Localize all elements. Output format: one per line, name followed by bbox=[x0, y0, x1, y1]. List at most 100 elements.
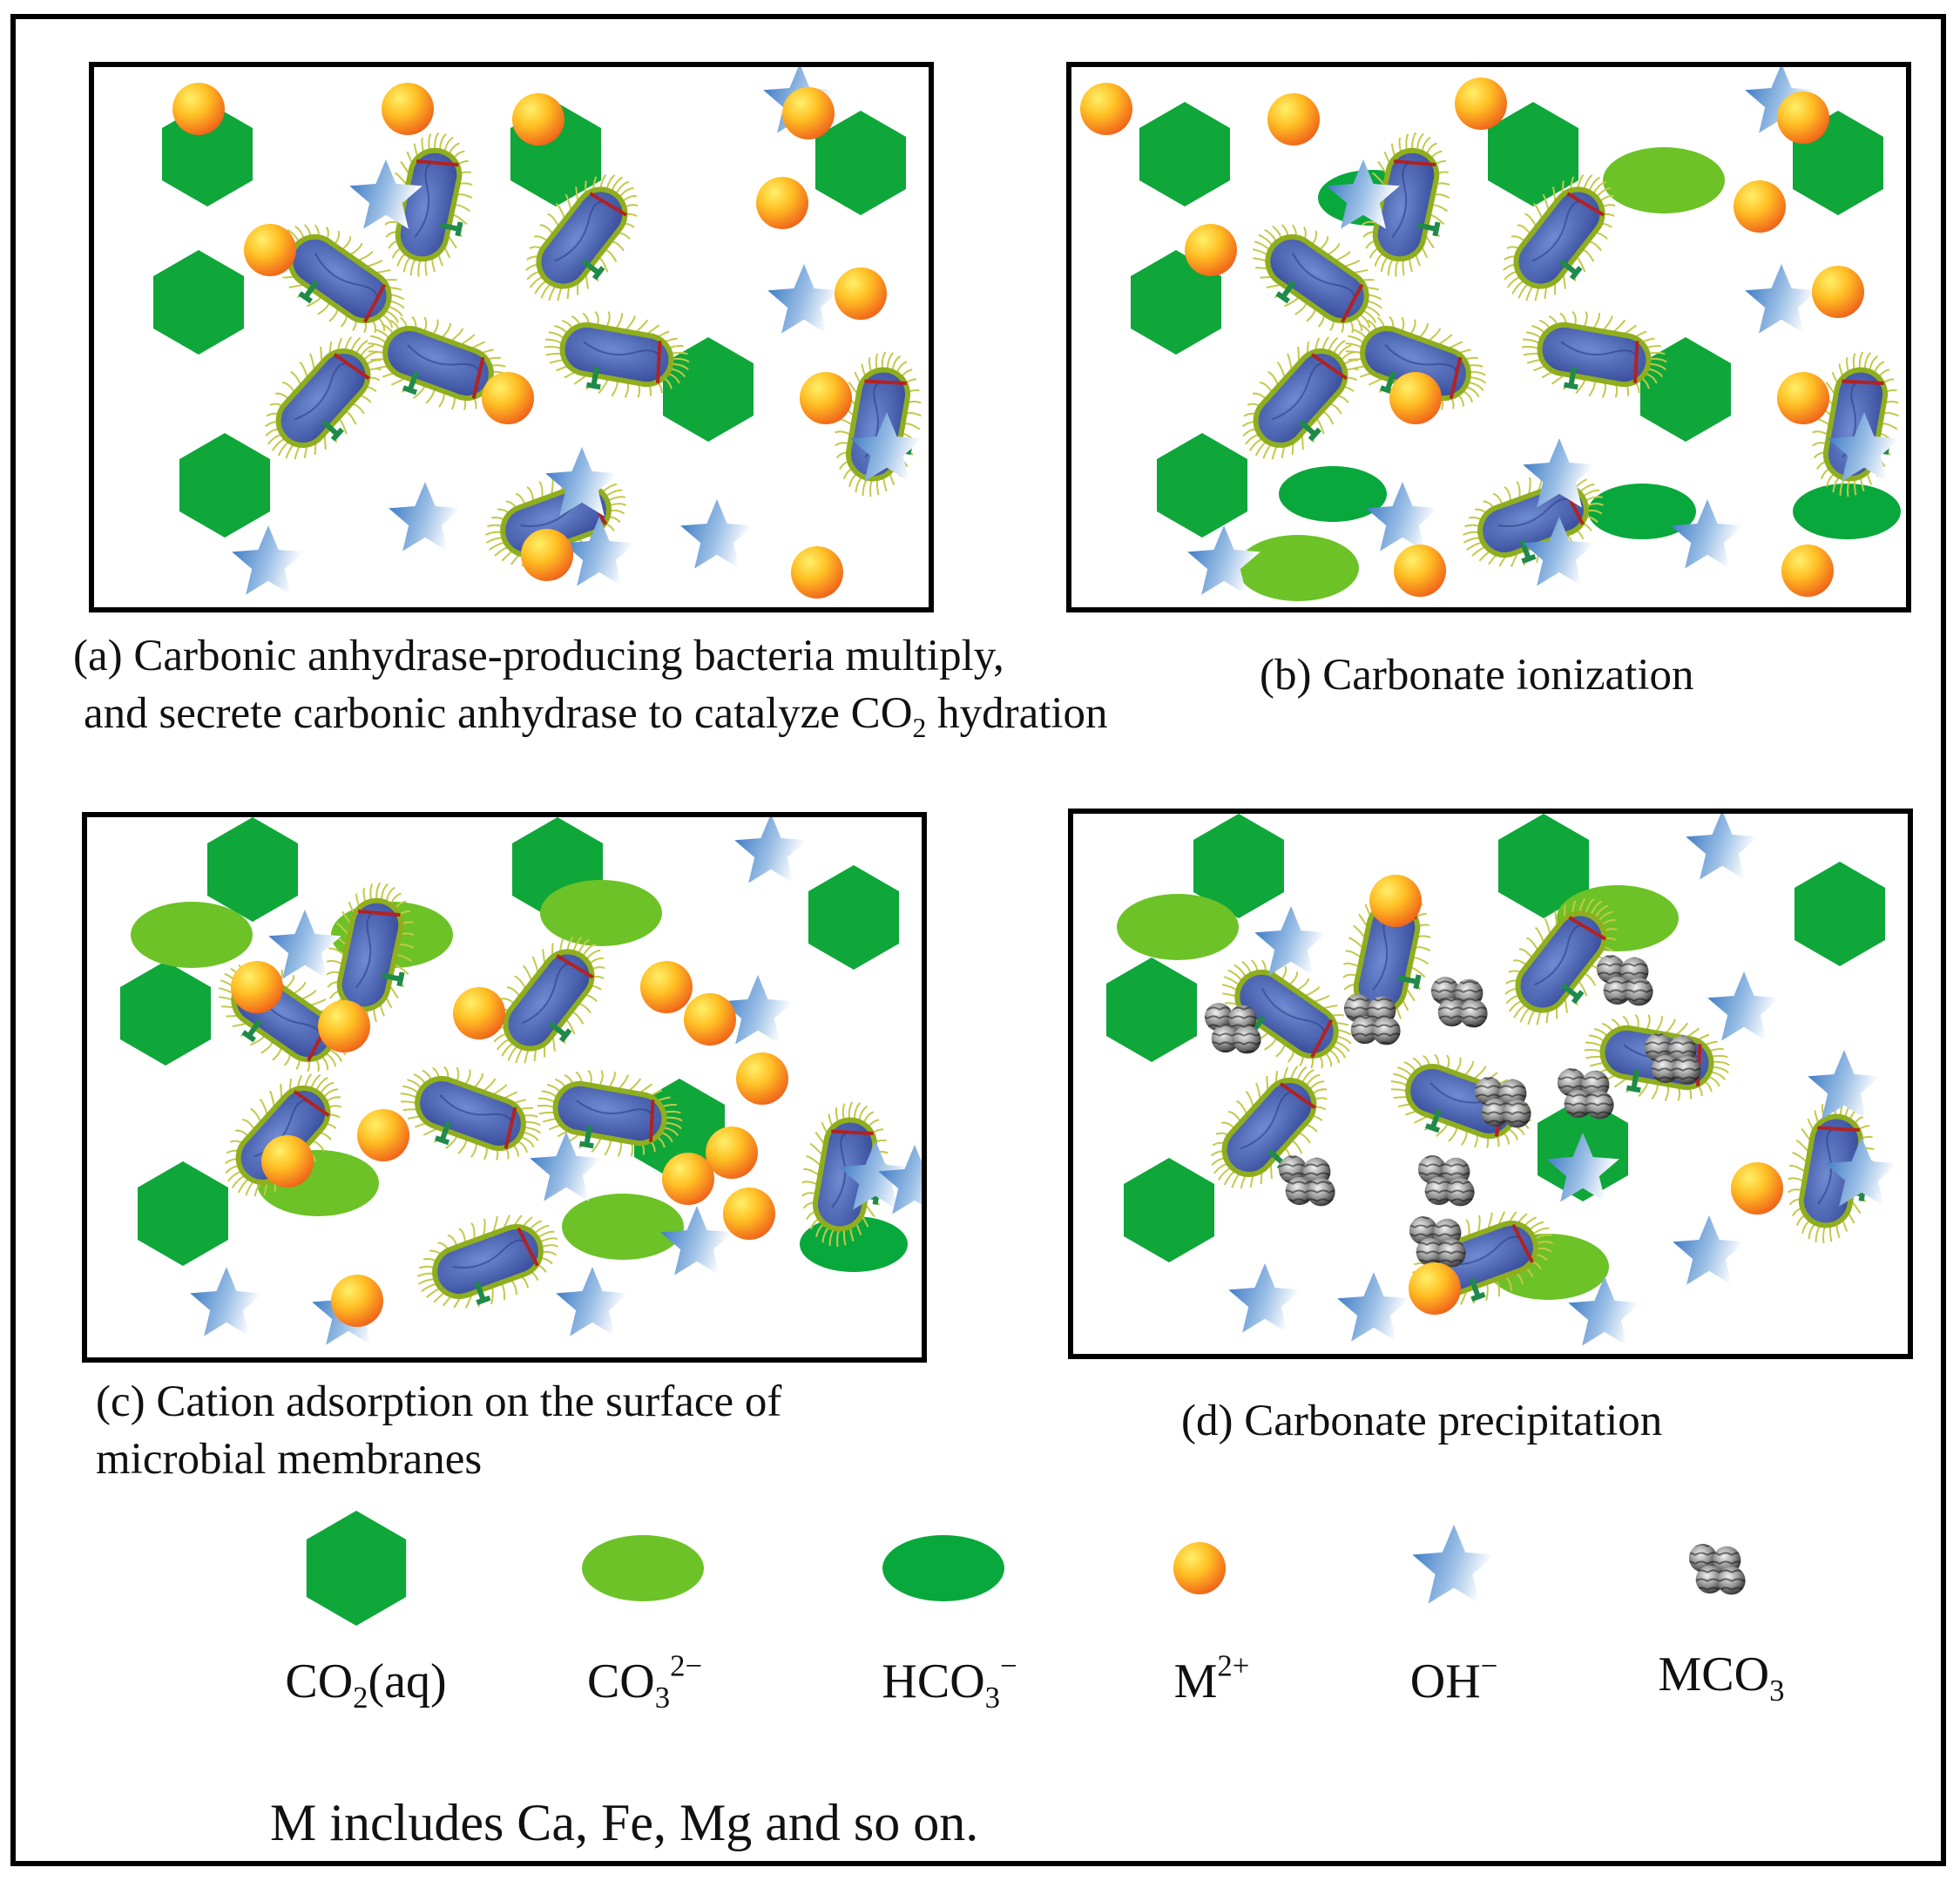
co2-aq-hexagon bbox=[1640, 337, 1731, 442]
mco3-precipitate-cluster bbox=[1430, 977, 1488, 1028]
mco3-precipitate-cluster bbox=[1417, 1155, 1475, 1207]
cation-m2plus-sphere bbox=[261, 1135, 314, 1187]
co2-aq-hexagon bbox=[306, 1511, 407, 1626]
co2-aq-hexagon bbox=[808, 865, 899, 970]
figure-frame bbox=[10, 14, 1946, 1866]
co2-aq-hexagon bbox=[138, 1161, 228, 1266]
mco3-precipitate-cluster bbox=[1409, 1216, 1466, 1268]
cation-m2plus-sphere bbox=[1185, 224, 1237, 276]
bacterium bbox=[1521, 311, 1667, 398]
cation-m2plus-sphere bbox=[1777, 91, 1829, 144]
hydroxide-oh-star bbox=[660, 1206, 733, 1275]
mco3-precipitate-cluster bbox=[1557, 1068, 1614, 1120]
hydroxide-oh-star bbox=[734, 817, 808, 883]
panel-a bbox=[89, 62, 934, 612]
hydroxide-oh-star bbox=[1671, 499, 1744, 569]
cation-m2plus-sphere bbox=[521, 529, 573, 581]
cation-m2plus-sphere bbox=[512, 93, 564, 145]
bacterium bbox=[544, 311, 690, 398]
cation-m2plus-sphere bbox=[706, 1127, 758, 1179]
bacterium bbox=[368, 315, 510, 410]
legend-bicarbonate-hco3-ellipse bbox=[882, 1535, 1004, 1601]
hydroxide-oh-star bbox=[878, 1145, 922, 1215]
hydroxide-oh-star bbox=[1808, 1050, 1881, 1120]
hydroxide-oh-star bbox=[1828, 412, 1901, 482]
hydroxide-oh-star bbox=[545, 447, 618, 517]
cation-m2plus-sphere bbox=[244, 224, 296, 276]
bacterium bbox=[525, 174, 639, 301]
co2-aq-hexagon bbox=[1488, 102, 1578, 206]
hydroxide-oh-star bbox=[1546, 1133, 1619, 1202]
caption-a-line2: and secrete carbonic anhydrase to cataly… bbox=[84, 689, 1108, 744]
cation-m2plus-sphere bbox=[1267, 93, 1320, 145]
hydroxide-oh-star bbox=[767, 264, 841, 334]
cation-m2plus-sphere bbox=[1369, 875, 1422, 927]
bacterium bbox=[1345, 315, 1487, 410]
cation-m2plus-sphere bbox=[1734, 180, 1786, 233]
bacterium bbox=[326, 882, 415, 1027]
panel-c bbox=[82, 812, 927, 1363]
bacterium bbox=[417, 1215, 559, 1309]
cation-m2plus-sphere bbox=[800, 372, 852, 424]
hydroxide-oh-star bbox=[839, 1140, 912, 1210]
cation-m2plus-sphere bbox=[640, 961, 693, 1013]
hydroxide-oh-star bbox=[1187, 525, 1260, 595]
cation-m2plus-sphere bbox=[1173, 1542, 1226, 1594]
hydroxide-oh-star bbox=[556, 1267, 629, 1336]
caption-d: (d) Carbonate precipitation bbox=[1181, 1397, 1663, 1445]
cation-m2plus-sphere bbox=[1812, 266, 1864, 318]
bacterium bbox=[274, 224, 405, 334]
co2-aq-hexagon bbox=[663, 337, 754, 442]
cation-m2plus-sphere bbox=[791, 546, 843, 599]
carbonate-co3-ellipse bbox=[1603, 147, 1725, 213]
hydroxide-oh-star bbox=[1568, 1276, 1641, 1346]
bacterium bbox=[1221, 959, 1352, 1069]
panel-a-scene bbox=[153, 67, 923, 599]
hydroxide-oh-star bbox=[268, 910, 341, 979]
bacterium bbox=[1503, 174, 1616, 301]
mco3-precipitate-cluster bbox=[1596, 955, 1653, 1006]
hydroxide-oh-star bbox=[1228, 1263, 1301, 1333]
hydroxide-oh-star bbox=[1825, 1137, 1898, 1207]
carbonate-co3-ellipse bbox=[1117, 894, 1239, 960]
footnote: M includes Ca, Fe, Mg and so on. bbox=[270, 1794, 979, 1851]
bacterium bbox=[400, 1066, 542, 1160]
mco3-precipitate-cluster bbox=[1278, 1155, 1335, 1207]
co2-aq-hexagon bbox=[1124, 1158, 1214, 1262]
bacterium bbox=[1241, 336, 1359, 460]
cation-m2plus-sphere bbox=[357, 1109, 409, 1161]
legend-label-co2-aq: CO2(aq) bbox=[285, 1654, 447, 1715]
mco3-precipitate-cluster bbox=[1204, 1003, 1261, 1054]
cation-m2plus-sphere bbox=[782, 87, 835, 139]
co2-aq-hexagon bbox=[1139, 102, 1230, 206]
cation-m2plus-sphere bbox=[382, 83, 434, 135]
hydroxide-oh-star bbox=[1366, 482, 1439, 551]
bicarbonate-hco3-ellipse bbox=[1279, 466, 1387, 522]
panel-b bbox=[1066, 62, 1911, 612]
bicarbonate-hco3-ellipse bbox=[1588, 484, 1696, 539]
carbonate-co3-ellipse bbox=[562, 1194, 684, 1260]
bicarbonate-hco3-ellipse bbox=[1793, 484, 1901, 539]
cation-m2plus-sphere bbox=[1781, 545, 1834, 597]
co2-aq-hexagon bbox=[1193, 814, 1284, 918]
cation-m2plus-sphere bbox=[1389, 372, 1442, 424]
caption-c-line1: (c) Cation adsorption on the surface of bbox=[96, 1377, 782, 1426]
hydroxide-oh-star bbox=[1523, 438, 1596, 508]
co2-aq-hexagon bbox=[120, 961, 211, 1066]
panel-b-scene bbox=[1080, 67, 1901, 601]
cation-m2plus-sphere bbox=[231, 961, 283, 1013]
co2-aq-hexagon bbox=[179, 433, 270, 538]
cation-m2plus-sphere bbox=[1777, 372, 1829, 424]
panel-c-scene bbox=[120, 817, 922, 1345]
co2-aq-hexagon bbox=[207, 817, 298, 922]
legend-label-hco3: HCO3− bbox=[882, 1648, 1017, 1715]
co2-aq-hexagon bbox=[1498, 814, 1589, 918]
co2-aq-hexagon bbox=[815, 111, 906, 215]
bacterium bbox=[384, 132, 473, 277]
co2-aq-hexagon bbox=[1794, 862, 1885, 966]
bacterium bbox=[1252, 224, 1382, 334]
cation-m2plus-sphere bbox=[318, 1000, 370, 1052]
panel-d-scene bbox=[1106, 814, 1898, 1346]
bacterium bbox=[264, 336, 382, 460]
hydroxide-oh-star bbox=[530, 1132, 603, 1201]
